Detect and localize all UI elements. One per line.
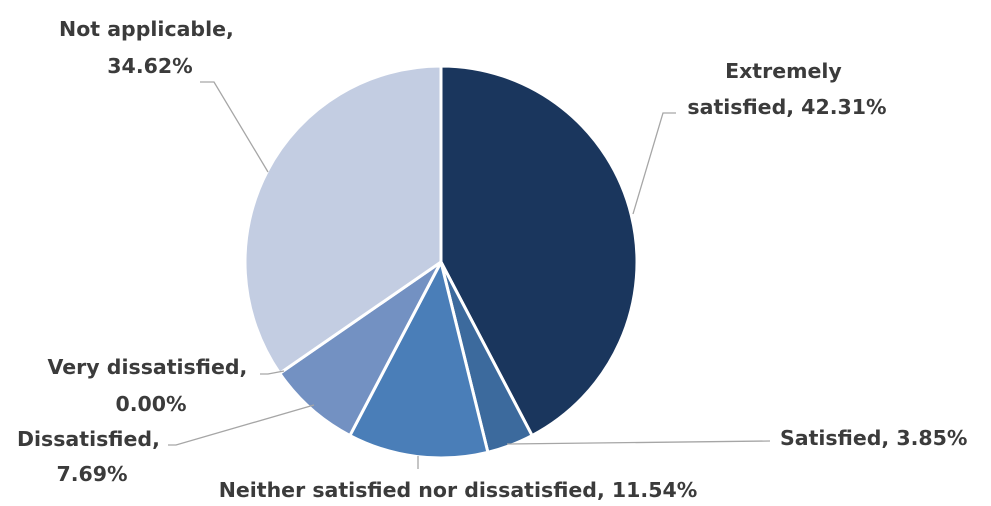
pie-slice-dissatisfied: [278, 260, 443, 438]
leader-line-dissatisfied: [168, 404, 315, 446]
leader-line-satisfied: [506, 440, 771, 445]
data-labels: Extremely satisfied, 42.31% Satisfied, 3…: [17, 17, 967, 502]
leader-line-not-applicable: [200, 81, 269, 173]
leader-line-very-dissatisfied: [260, 370, 285, 375]
pie-slice-extremely-satisfied: [439, 64, 639, 438]
data-label-not-applicable: Not applicable, 34.62%: [59, 17, 241, 78]
data-label-satisfied: Satisfied, 3.85%: [780, 426, 967, 450]
leader-line-extremely-satisfied: [632, 112, 676, 215]
data-label-very-dissatisfied: Very dissatisfied, 0.00%: [48, 355, 255, 416]
data-label-dissatisfied: Dissatisfied, 7.69%: [17, 427, 167, 486]
pie-slices: [243, 64, 639, 460]
data-label-neither: Neither satisfied nor dissatisfied, 11.5…: [219, 478, 698, 502]
leader-lines: [168, 81, 771, 469]
data-label-extremely-satisfied: Extremely satisfied, 42.31%: [687, 59, 886, 119]
